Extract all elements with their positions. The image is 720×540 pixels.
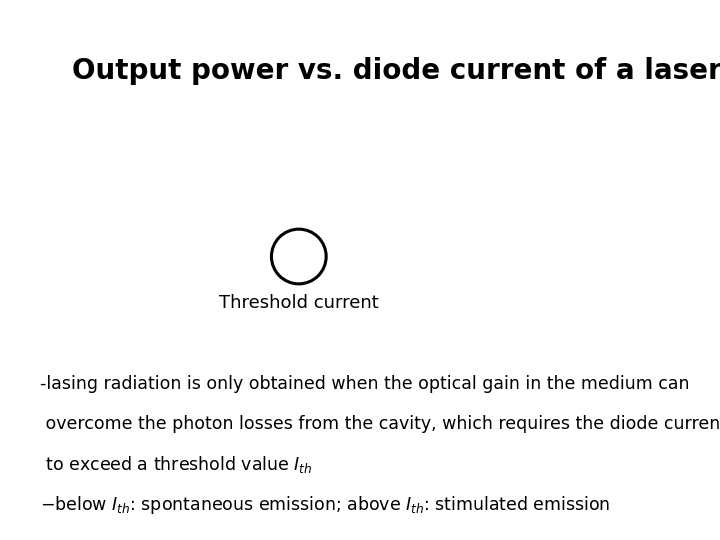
- Text: Output power vs. diode current of a laser diode: Output power vs. diode current of a lase…: [72, 57, 720, 85]
- Text: to exceed a threshold value $I_{th}$: to exceed a threshold value $I_{th}$: [40, 454, 312, 475]
- Text: $-$below $I_{th}$: spontaneous emission; above $I_{th}$: stimulated emission: $-$below $I_{th}$: spontaneous emission;…: [40, 494, 610, 516]
- Text: overcome the photon losses from the cavity, which requires the diode current I: overcome the photon losses from the cavi…: [40, 415, 720, 433]
- Text: -lasing radiation is only obtained when the optical gain in the medium can: -lasing radiation is only obtained when …: [40, 375, 689, 393]
- Text: Threshold current: Threshold current: [219, 294, 379, 312]
